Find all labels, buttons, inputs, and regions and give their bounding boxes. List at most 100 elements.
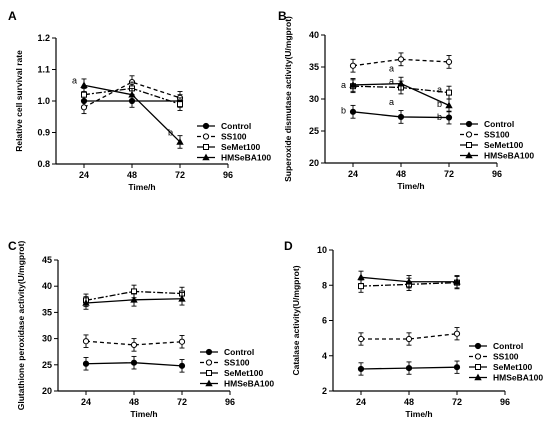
- legend-item: Control: [200, 347, 254, 357]
- legend-label: HMSeBA100: [493, 373, 543, 383]
- legend-label: SeMet100: [221, 142, 260, 152]
- data-point: [130, 341, 138, 348]
- legend-marker: [465, 120, 473, 128]
- legend-label: HMSeBA100: [224, 379, 274, 389]
- y-tick-label: 10: [317, 245, 327, 255]
- x-tick-label: 96: [492, 169, 502, 179]
- x-tick-label: 24: [356, 397, 366, 407]
- significance-letter: a: [341, 80, 346, 90]
- significance-letter: a: [389, 63, 394, 73]
- panel-b: B 20 25 30 35 40 24 48 72 96 Time/h Superoxide dism…: [278, 9, 534, 191]
- series-ss100: [82, 334, 186, 352]
- legend-label: SeMet100: [224, 368, 263, 378]
- panel-letter: B: [278, 9, 287, 23]
- data-point: [453, 364, 461, 371]
- y-tick-label: 40: [309, 30, 319, 40]
- panel-letter: C: [8, 239, 17, 253]
- legend-label: SS100: [493, 352, 519, 362]
- significance-letter: a: [72, 76, 77, 86]
- legend-label: Control: [224, 347, 254, 357]
- x-axis-title: Time/h: [130, 409, 157, 419]
- legend-label: SS100: [221, 132, 247, 142]
- legend-marker: [465, 131, 473, 138]
- series-hmseba100: [82, 292, 186, 310]
- legend-label: SS100: [484, 130, 510, 140]
- data-point: [405, 277, 413, 285]
- significance-letter: b: [168, 128, 173, 138]
- y-tick-label: 25: [42, 360, 52, 370]
- x-axis-title: Time/h: [397, 181, 424, 191]
- legend-marker: [475, 364, 481, 370]
- legend-marker: [474, 353, 482, 360]
- panel-letter: D: [284, 239, 293, 253]
- data-point: [349, 81, 357, 88]
- data-point: [397, 56, 405, 63]
- legend-marker: [474, 342, 482, 350]
- data-point: [82, 338, 90, 345]
- y-tick-label: 1.1: [37, 65, 50, 75]
- y-tick-label: 45: [42, 255, 52, 265]
- significance-letter: a: [389, 97, 394, 107]
- data-point: [357, 335, 365, 343]
- significance-letter: b: [437, 99, 442, 109]
- data-point: [128, 90, 136, 98]
- series-control: [357, 360, 461, 376]
- panel-letter: A: [8, 9, 17, 23]
- legend-item: SS100: [197, 132, 247, 142]
- data-point: [82, 360, 90, 367]
- series-ss100: [357, 327, 461, 346]
- legend-item: SeMet100: [469, 362, 532, 372]
- data-point: [445, 114, 453, 121]
- y-axis-title: Glutathione peroxidase activity(U/mgprot…: [16, 241, 26, 411]
- x-tick-label: 96: [500, 397, 510, 407]
- legend-item: HMSeBA100: [469, 373, 543, 383]
- data-point: [176, 138, 184, 145]
- data-point: [178, 338, 186, 345]
- x-tick-label: 48: [129, 397, 139, 407]
- data-point: [445, 101, 453, 109]
- legend-marker: [205, 359, 213, 366]
- series-line: [83, 81, 181, 108]
- legend-marker: [474, 373, 482, 381]
- data-point: [397, 113, 405, 121]
- legend-marker: [205, 348, 213, 356]
- y-axis-title: Catalase activity(U/mgprot): [291, 265, 301, 375]
- y-tick-label: 0.8: [37, 159, 50, 169]
- significance-letter: a: [389, 76, 394, 86]
- x-axis-title: Time/h: [405, 409, 432, 419]
- series-line: [85, 340, 183, 346]
- y-tick-label: 8: [322, 280, 327, 290]
- series-line: [352, 58, 450, 67]
- data-point: [349, 62, 357, 69]
- y-tick-label: 40: [42, 281, 52, 291]
- x-axis-title: Time/h: [128, 182, 155, 192]
- legend-label: SeMet100: [493, 362, 532, 372]
- series-line: [361, 333, 458, 340]
- panel-c: C 20 25 30 35 40 45 24 48 72 96 Time/h Glutathione p…: [8, 239, 274, 419]
- data-point: [357, 273, 365, 281]
- series-ss100: [349, 52, 453, 73]
- y-tick-label: 6: [322, 316, 327, 326]
- y-tick-label: 30: [309, 94, 319, 104]
- legend-marker: [202, 133, 210, 140]
- legend-item: HMSeBA100: [460, 151, 534, 161]
- legend-marker: [202, 122, 210, 130]
- data-point: [81, 91, 87, 98]
- y-tick-label: 2: [322, 386, 327, 396]
- y-axis-title: Superoxide dismutase activity(U/mgprot): [283, 16, 293, 182]
- y-tick-label: 20: [42, 386, 52, 396]
- legend-marker: [203, 144, 209, 150]
- legend-item: SeMet100: [197, 142, 260, 152]
- series-control: [82, 355, 186, 373]
- legend-marker: [466, 142, 472, 148]
- x-tick-label: 48: [127, 170, 137, 180]
- legend-label: SS100: [224, 358, 250, 368]
- legend-marker: [465, 151, 473, 159]
- data-point: [445, 58, 453, 65]
- data-point: [177, 101, 183, 108]
